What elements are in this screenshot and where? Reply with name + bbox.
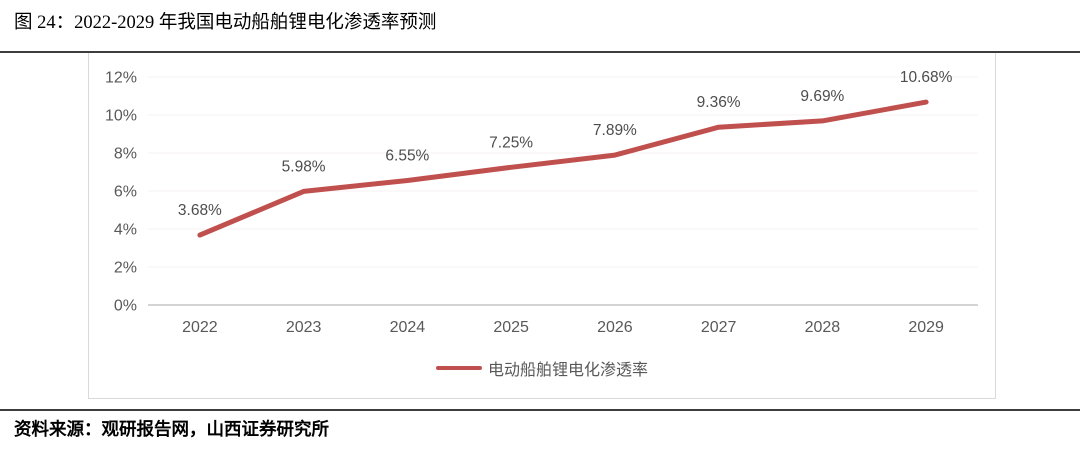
x-axis-tick-label: 2025: [493, 319, 529, 336]
y-axis-tick-label: 12%: [105, 70, 137, 87]
y-axis-tick-label: 2%: [114, 260, 137, 277]
chart-legend: 电动船舶锂电化渗透率: [89, 356, 995, 380]
figure-title: 图 24：2022-2029 年我国电动船舶锂电化渗透率预测: [14, 13, 437, 33]
x-axis-tick-label: 2028: [805, 319, 841, 336]
x-axis-tick-label: 2026: [597, 319, 633, 336]
x-axis-tick-label: 2022: [182, 319, 218, 336]
data-point-label: 9.69%: [800, 88, 844, 105]
chart-area: 0% 2% 4% 6% 8% 10% 12% 2022 2023 2024 2025 2026 2027…: [88, 53, 996, 399]
top-divider-line: [0, 51, 1080, 53]
data-point-label: 3.68%: [178, 202, 222, 219]
bottom-divider-line: [0, 409, 1080, 411]
data-point-label: 6.55%: [385, 148, 429, 165]
series-line: [197, 99, 929, 238]
data-point-label: 5.98%: [282, 158, 326, 175]
line-chart: 0% 2% 4% 6% 8% 10% 12% 2022 2023 2024 2025 2026 2027…: [105, 69, 978, 336]
y-axis-tick-label: 10%: [105, 108, 137, 125]
legend-line-swatch: [435, 365, 482, 371]
data-point-label: 10.68%: [900, 69, 953, 86]
x-axis-tick-label: 2027: [701, 319, 737, 336]
y-axis-tick-label: 0%: [114, 298, 137, 315]
x-axis-tick-label: 2024: [390, 319, 426, 336]
y-axis-tick-label: 4%: [114, 222, 137, 239]
x-axis-tick-label: 2029: [908, 319, 944, 336]
data-point-label: 9.36%: [697, 94, 741, 111]
y-axis-tick-label: 6%: [114, 184, 137, 201]
x-axis-tick-label: 2023: [286, 319, 322, 336]
legend-series-label: 电动船舶锂电化渗透率: [487, 362, 648, 379]
data-point-label: 7.89%: [593, 122, 637, 139]
y-axis-tick-label: 8%: [114, 146, 137, 163]
data-point-label: 7.25%: [489, 134, 533, 151]
source-attribution: 资料来源：观研报告网，山西证券研究所: [14, 419, 329, 439]
